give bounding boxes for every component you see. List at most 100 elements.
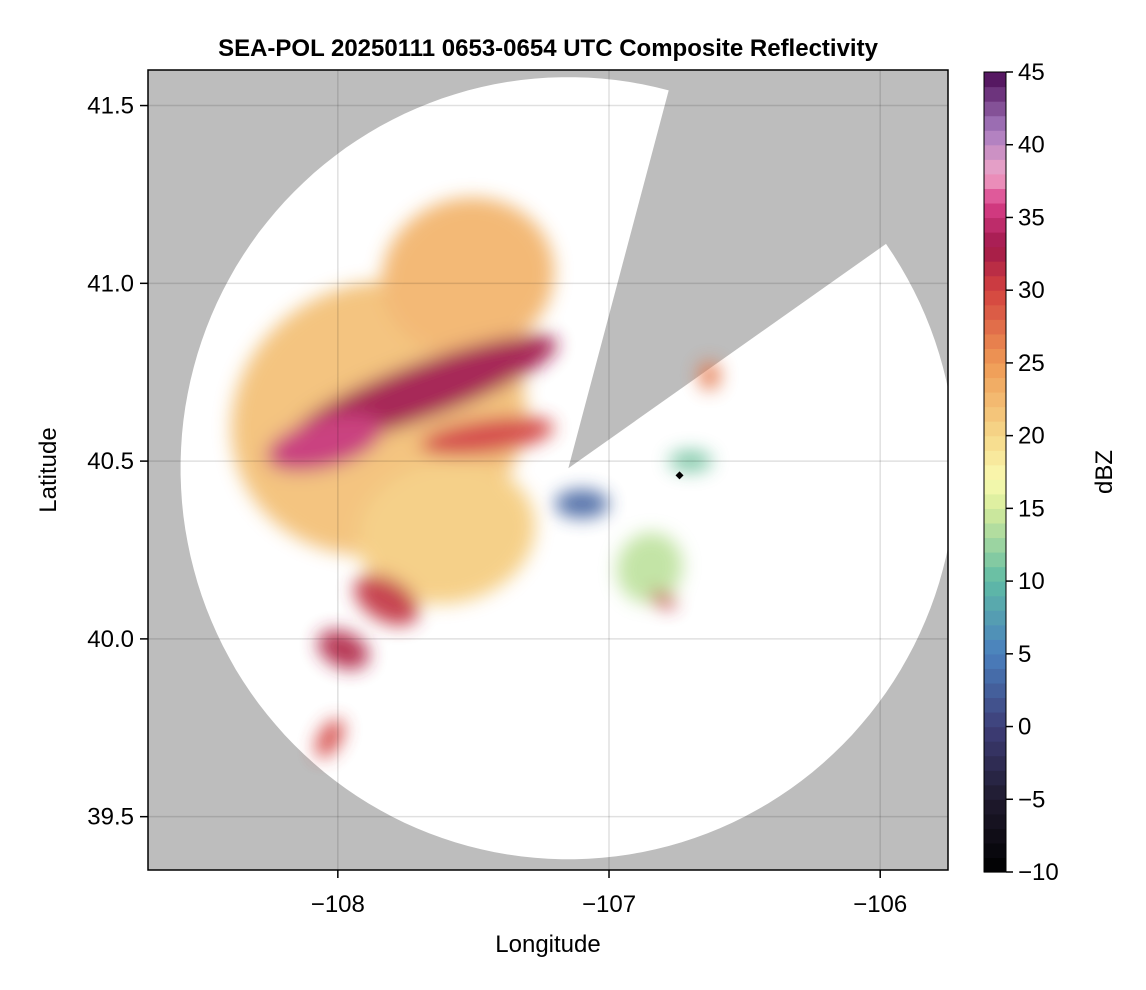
colorbar-swatch [984, 217, 1006, 233]
colorbar-swatch [984, 653, 1006, 669]
colorbar-tick-label: −10 [1018, 859, 1059, 886]
y-tick-label: 41.5 [87, 93, 134, 120]
colorbar-swatch [984, 682, 1006, 699]
y-tick-label: 39.5 [87, 804, 134, 831]
colorbar-swatch [984, 421, 1006, 437]
y-tick-label: 40.5 [87, 448, 134, 475]
echo-region [419, 416, 555, 457]
colorbar-swatch [984, 595, 1006, 611]
radar-coverage-area [180, 77, 948, 860]
colorbar-swatch [984, 624, 1006, 640]
colorbar-tick-label: 25 [1018, 350, 1045, 377]
plot-frame [147, 69, 949, 871]
y-tick-label: 40.0 [87, 626, 134, 653]
x-tick-label: −107 [582, 891, 636, 918]
colorbar-swatch [984, 610, 1006, 626]
colorbar-swatch [984, 202, 1006, 219]
echo-region [315, 719, 344, 758]
colorbar-swatch [984, 741, 1006, 757]
colorbar-tick-label: 10 [1018, 568, 1045, 595]
colorbar-swatches [984, 72, 1006, 873]
colorbar-swatch [984, 522, 1006, 539]
colorbar-tick-label: 40 [1018, 132, 1045, 159]
colorbar-swatch [984, 173, 1006, 189]
colorbar-tick-label: 35 [1018, 204, 1045, 231]
colorbar-swatch [984, 581, 1006, 597]
colorbar-swatch [984, 86, 1006, 102]
colorbar-swatch [984, 493, 1006, 509]
echo-region [668, 450, 713, 472]
colorbar-swatch [984, 712, 1006, 728]
colorbar-swatch [984, 72, 1006, 88]
x-tick-label: −106 [853, 891, 907, 918]
colorbar-tick-label: 20 [1018, 423, 1045, 450]
colorbar-swatch [984, 406, 1006, 422]
colorbar-tick-label: 0 [1018, 714, 1031, 741]
echo-region [650, 591, 676, 609]
echo-region [554, 489, 610, 518]
echo-region [266, 414, 383, 472]
colorbar-tick-label: 5 [1018, 641, 1031, 668]
colorbar-swatch [984, 857, 1006, 873]
colorbar-swatch [984, 639, 1006, 655]
colorbar-swatch [984, 450, 1006, 466]
colorbar-tick-label: 30 [1018, 277, 1045, 304]
echo-region [698, 361, 721, 390]
echo-region [317, 629, 369, 670]
colorbar-swatch [984, 726, 1006, 742]
colorbar-swatch [984, 464, 1006, 480]
colorbar-swatch [984, 188, 1006, 204]
colorbar-swatch [984, 537, 1006, 553]
y-axis-label: Latitude [35, 427, 62, 512]
colorbar-swatch [984, 115, 1006, 131]
colorbar-swatch [984, 566, 1006, 582]
colorbar-swatch [984, 392, 1006, 408]
colorbar-swatch [984, 799, 1006, 815]
colorbar-swatch [984, 304, 1006, 320]
colorbar-swatch [984, 552, 1006, 568]
colorbar-swatch [984, 842, 1006, 859]
colorbar-swatch [984, 755, 1006, 771]
colorbar-swatch [984, 101, 1006, 117]
grid-lines [148, 70, 948, 870]
colorbar-swatch [984, 290, 1006, 306]
plot-area [147, 69, 949, 871]
colorbar-frame [983, 71, 1007, 873]
colorbar-swatch [984, 828, 1006, 844]
colorbar-tick-label: −5 [1018, 786, 1045, 813]
reflectivity-echoes [231, 197, 721, 758]
colorbar-tick-label: 15 [1018, 495, 1045, 522]
colorbar-swatch [984, 813, 1006, 829]
y-tick-label: 41.0 [87, 270, 134, 297]
echo-region [381, 197, 555, 356]
colorbar-swatch [984, 348, 1006, 364]
colorbar-swatch [984, 275, 1006, 291]
colorbar-swatch [984, 232, 1006, 248]
colorbar-swatch [984, 784, 1006, 800]
colorbar-swatch [984, 668, 1006, 684]
echo-region [357, 460, 536, 604]
colorbar: −10 −5 0 5 10 15 20 25 30 35 40 45 dBZ [983, 59, 1118, 886]
colorbar-swatch [984, 333, 1006, 349]
colorbar-swatch [984, 770, 1006, 786]
colorbar-swatch [984, 261, 1006, 277]
x-axis-label: Longitude [495, 931, 600, 958]
station-marker [675, 471, 684, 480]
colorbar-label: dBZ [1091, 450, 1118, 494]
y-axis-ticks: 39.5 40.0 40.5 41.0 41.5 [87, 93, 148, 831]
echo-region [616, 532, 683, 604]
colorbar-tick-label: 45 [1018, 59, 1045, 86]
colorbar-swatch [984, 697, 1006, 713]
x-tick-label: −108 [311, 891, 365, 918]
x-axis-ticks: −108 −107 −106 [311, 870, 907, 918]
colorbar-swatch [984, 144, 1006, 160]
colorbar-swatch [984, 377, 1006, 393]
colorbar-swatch [984, 435, 1006, 451]
colorbar-swatch [984, 246, 1006, 262]
colorbar-ticks: −10 −5 0 5 10 15 20 25 30 35 40 45 [1006, 59, 1059, 886]
echo-region [354, 574, 419, 626]
colorbar-swatch [984, 362, 1006, 379]
colorbar-swatch [984, 130, 1006, 146]
colorbar-swatch [984, 479, 1006, 495]
